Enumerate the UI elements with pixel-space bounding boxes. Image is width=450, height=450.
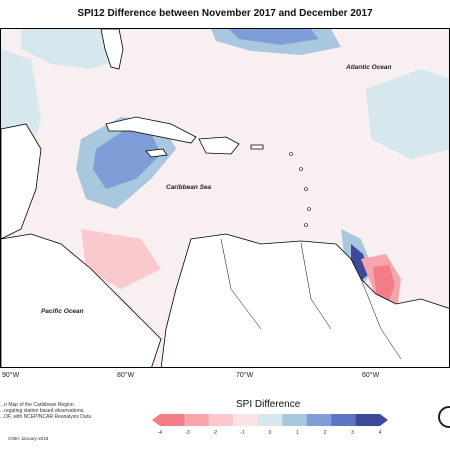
credit-text: CIMH January-2018 xyxy=(8,436,49,441)
longitude-label-60w: 60°W xyxy=(362,372,380,379)
legend-tick-label: 0 xyxy=(269,430,272,436)
land-hispaniola xyxy=(198,136,240,155)
legend-tick-label: 1 xyxy=(296,430,299,436)
land-puerto-rico xyxy=(250,144,264,150)
note-line: ...regating station based observations, xyxy=(0,408,85,414)
legend-swatch xyxy=(331,414,356,426)
map-title: SPI12 Difference between November 2017 a… xyxy=(77,8,373,19)
methodology-note: ...n Map of the Caribbean Region. ...reg… xyxy=(0,402,120,420)
land-lesser-antilles-5 xyxy=(304,223,308,227)
legend-tick-label: 3 xyxy=(351,430,354,436)
legend-swatch xyxy=(306,414,332,426)
land-jamaica xyxy=(145,148,168,158)
land-lesser-antilles-2 xyxy=(299,167,303,171)
legend-swatch xyxy=(257,414,283,426)
label-caribbean: Caribbean Sea xyxy=(166,184,212,191)
label-atlantic: Atlantic Ocean xyxy=(345,64,392,71)
legend-colorbar: -4 -3 -2 -1 0 1 2 3 4 xyxy=(152,414,388,436)
longitude-label-70w: 70°W xyxy=(236,372,254,379)
legend-tick-label: -2 xyxy=(213,430,218,436)
legend-tick-label: 2 xyxy=(324,430,327,436)
land-cuba xyxy=(105,116,197,144)
map-canvas: Atlantic Ocean Caribbean Sea Pacific Oce… xyxy=(0,28,450,368)
legend-swatch xyxy=(208,414,234,426)
legend-swatch xyxy=(184,414,209,426)
longitude-label-80w: 80°W xyxy=(117,372,135,379)
land-yucatan xyxy=(1,123,42,240)
land-lesser-antilles-4 xyxy=(307,207,311,211)
note-line: ...n Map of the Caribbean Region. xyxy=(0,402,76,408)
blue-region-cuba-core xyxy=(93,129,161,189)
legend-tick-label: 4 xyxy=(379,430,382,436)
border-lines xyxy=(220,238,402,360)
legend-swatch xyxy=(160,414,185,426)
legend-swatch xyxy=(355,414,380,426)
legend-tick-label: -1 xyxy=(240,430,245,436)
land-lesser-antilles-3 xyxy=(304,187,308,191)
legend-arrow-left xyxy=(152,414,160,426)
longitude-label-90w: 90°W xyxy=(2,372,20,379)
map-svg: Atlantic Ocean Caribbean Sea Pacific Oce… xyxy=(1,29,449,367)
note-line: ...OF, with NCEP/NCAR Reanalysis Data. xyxy=(0,414,93,420)
blue-region-north-core xyxy=(229,29,319,45)
legend-tick-label: -3 xyxy=(185,430,190,436)
legend-swatch xyxy=(233,414,258,426)
blue-region-east xyxy=(366,69,449,159)
legend-tick-label: -4 xyxy=(158,430,163,436)
legend-swatch xyxy=(282,414,307,426)
land-lesser-antilles-1 xyxy=(289,152,293,156)
red-region-central xyxy=(81,229,161,289)
legend-title: SPI Difference xyxy=(236,399,301,410)
land-south-america xyxy=(160,233,449,367)
cimh-logo-icon xyxy=(438,406,450,428)
legend-arrow-right xyxy=(380,414,388,426)
label-pacific: Pacific Ocean xyxy=(41,308,84,315)
land-florida xyxy=(100,29,124,70)
blue-region-northwest xyxy=(21,29,121,69)
land-central-america xyxy=(1,233,162,367)
